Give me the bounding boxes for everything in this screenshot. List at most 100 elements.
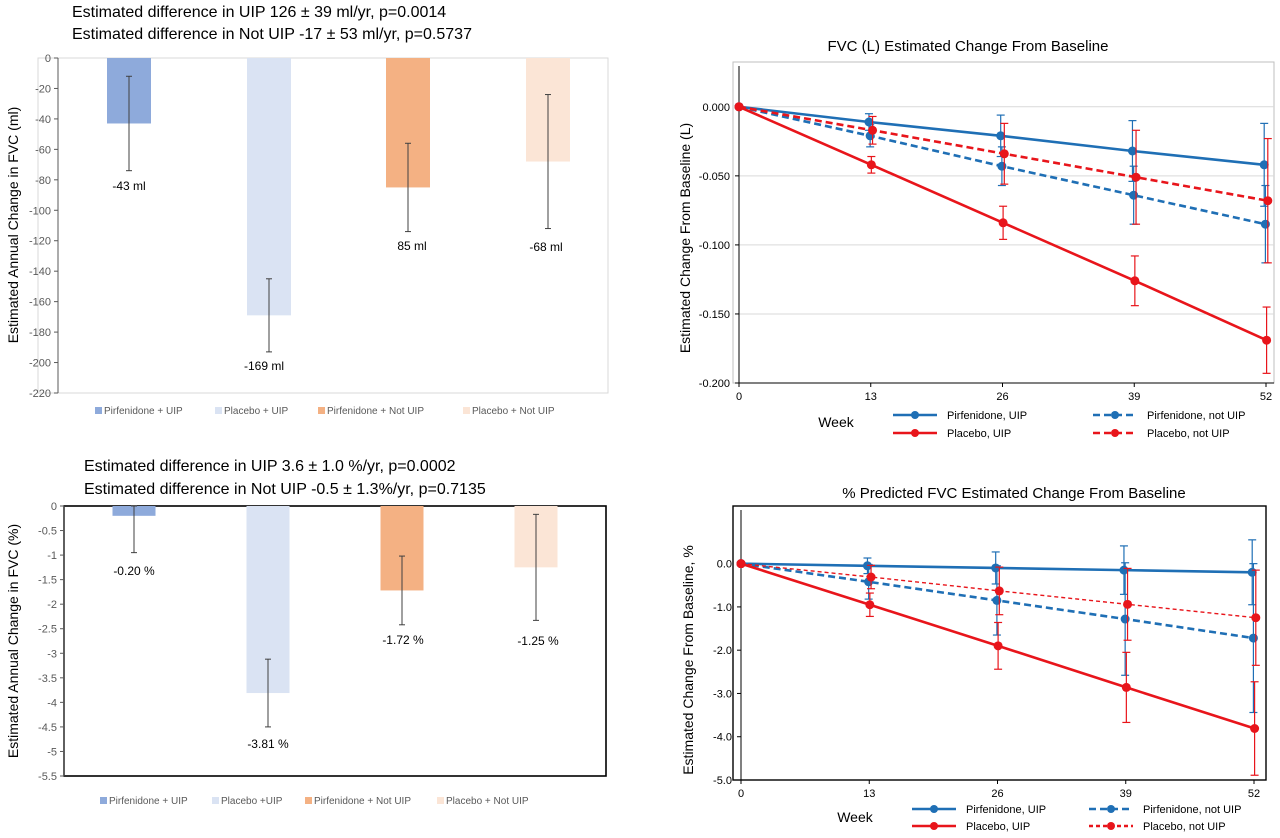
- bar-data-label: -68 ml: [529, 240, 562, 254]
- legend-marker: [1111, 411, 1119, 419]
- y-tick-label: -3.5: [38, 673, 57, 685]
- y-tick-label: -180: [29, 327, 51, 339]
- data-point: [1248, 633, 1258, 643]
- stat-annotation: Estimated difference in Not UIP -17 ± 53…: [72, 26, 472, 43]
- y-tick-label: -100: [29, 205, 51, 217]
- y-tick-label: -3: [47, 648, 57, 660]
- data-point: [1262, 335, 1272, 345]
- legend-swatch: [212, 797, 219, 804]
- y-tick-label: -0.5: [38, 526, 57, 538]
- data-point: [993, 641, 1003, 651]
- y-tick-label: -1.0: [713, 602, 732, 614]
- data-point: [1123, 599, 1133, 609]
- series-pirfenidone-not-uip: [736, 559, 1258, 714]
- legend-label: Placebo, UIP: [966, 821, 1030, 833]
- y-axis-label: Estimated Change From Baseline (L): [677, 123, 693, 353]
- series-placebo-not-uip: [734, 102, 1273, 264]
- data-point: [1250, 724, 1260, 734]
- data-point: [1259, 160, 1269, 170]
- bar-data-label: -43 ml: [112, 179, 145, 193]
- bar-chart-1: Estimated difference in UIP 126 ± 39 ml/…: [5, 4, 609, 417]
- legend-label: Placebo + Not UIP: [446, 796, 529, 807]
- bar-data-label: -1.72 %: [382, 633, 424, 647]
- x-tick-label: 13: [863, 788, 875, 800]
- y-tick-label: -220: [29, 388, 51, 400]
- bar-data-label: -1.25 %: [517, 634, 559, 648]
- y-tick-label: -0.200: [699, 378, 730, 390]
- legend-label: Placebo, not UIP: [1143, 821, 1226, 833]
- y-tick-label: -2: [47, 599, 57, 611]
- data-point: [996, 131, 1006, 141]
- y-tick-label: 0.0: [717, 559, 732, 571]
- y-axis-label: Estimated Annual Change in FVC (ml): [5, 107, 21, 344]
- plot-frame: [37, 57, 609, 394]
- legend-label: Placebo + Not UIP: [472, 406, 555, 417]
- line-chart-1: FVC (L) Estimated Change From Baseline 0.…: [677, 38, 1275, 440]
- y-tick-label: -20: [35, 83, 51, 95]
- legend-label: Pirfenidone + Not UIP: [314, 796, 411, 807]
- series-placebo-uip: [734, 102, 1272, 374]
- legend-swatch: [318, 407, 325, 414]
- bar-data-label: 85 ml: [397, 239, 426, 253]
- data-point: [1120, 614, 1130, 624]
- legend-label: Pirfenidone, not UIP: [1147, 410, 1245, 422]
- data-point: [1121, 682, 1131, 692]
- x-tick-label: 39: [1120, 788, 1132, 800]
- legend-label: Pirfenidone + UIP: [109, 796, 188, 807]
- series-placebo-uip: [736, 559, 1260, 776]
- data-point: [1251, 613, 1261, 623]
- y-tick-label: -2.5: [38, 624, 57, 636]
- legend-label: Pirfenidone, not UIP: [1143, 804, 1241, 816]
- data-point: [868, 125, 878, 135]
- x-tick-label: 26: [996, 391, 1008, 403]
- stat-annotation: Estimated difference in Not UIP -0.5 ± 1…: [84, 481, 486, 498]
- y-tick-label: -120: [29, 236, 51, 248]
- data-point: [1131, 172, 1141, 182]
- x-tick-label: 52: [1260, 391, 1272, 403]
- series-pirfenidone-not-uip: [734, 102, 1270, 264]
- x-axis-label: Week: [837, 809, 874, 825]
- data-point: [994, 586, 1004, 596]
- legend-swatch: [100, 797, 107, 804]
- y-tick-label: -4: [47, 697, 57, 709]
- y-tick-label: -5.5: [38, 771, 57, 783]
- legend-marker: [1107, 805, 1115, 813]
- y-tick-label: -60: [35, 144, 51, 156]
- bar: [247, 58, 291, 316]
- x-tick-label: 39: [1128, 391, 1140, 403]
- bar-data-label: -3.81 %: [247, 737, 289, 751]
- x-tick-label: 26: [991, 788, 1003, 800]
- y-tick-label: -4.5: [38, 722, 57, 734]
- legend-marker: [1111, 429, 1119, 437]
- y-tick-label: -80: [35, 175, 51, 187]
- legend-swatch: [305, 797, 312, 804]
- legend-marker: [930, 822, 938, 830]
- y-tick-label: -140: [29, 266, 51, 278]
- line-chart-2: % Predicted FVC Estimated Change From Ba…: [680, 485, 1267, 833]
- legend-swatch: [95, 407, 102, 414]
- x-tick-label: 0: [736, 391, 742, 403]
- y-tick-label: -0.150: [699, 309, 730, 321]
- legend-label: Pirfenidone, UIP: [966, 804, 1046, 816]
- data-point: [997, 161, 1007, 171]
- bar-chart-2: Estimated difference in UIP 3.6 ± 1.0 %/…: [5, 458, 607, 807]
- legend-marker: [911, 411, 919, 419]
- y-tick-label: 0.000: [702, 102, 730, 114]
- y-tick-label: -3.0: [713, 688, 732, 700]
- y-tick-label: 0: [51, 501, 57, 513]
- y-axis-label: Estimated Annual Change in FVC (%): [5, 524, 21, 758]
- x-axis-label: Week: [818, 414, 855, 430]
- data-point: [866, 160, 876, 170]
- legend-swatch: [215, 407, 222, 414]
- y-tick-label: 0: [45, 53, 51, 65]
- chart-title: FVC (L) Estimated Change From Baseline: [828, 38, 1109, 55]
- data-point: [1130, 276, 1140, 286]
- legend-marker: [1107, 822, 1115, 830]
- legend-swatch: [437, 797, 444, 804]
- x-tick-label: 52: [1248, 788, 1260, 800]
- legend-label: Pirfenidone + Not UIP: [327, 406, 424, 417]
- data-point: [1129, 190, 1139, 200]
- legend-label: Placebo +UIP: [221, 796, 283, 807]
- data-point: [992, 595, 1002, 605]
